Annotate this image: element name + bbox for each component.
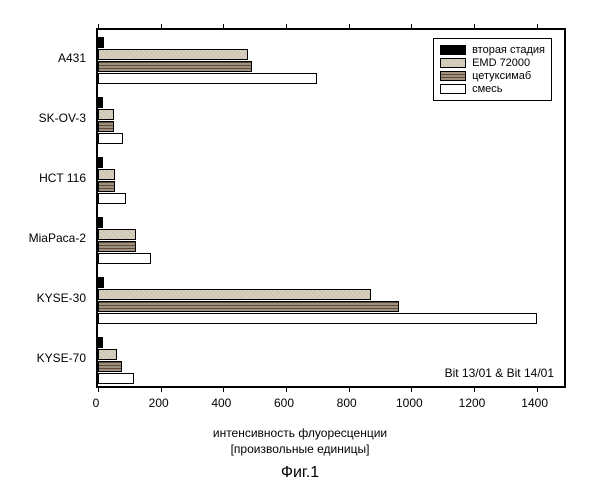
- x-tick-label: 800: [337, 396, 357, 410]
- x-tick: [411, 386, 412, 392]
- x-tick: [474, 386, 475, 392]
- x-tick: [537, 386, 538, 392]
- bar: [98, 109, 114, 120]
- legend: вторая стадияEMD 72000цетуксимабсмесь: [433, 38, 552, 101]
- x-tick: [223, 386, 224, 392]
- legend-swatch: [440, 58, 466, 68]
- x-tick: [223, 24, 224, 30]
- legend-label: смесь: [472, 83, 502, 95]
- annotation-text: Bit 13/01 & Bit 14/01: [445, 366, 554, 380]
- bar: [98, 181, 115, 192]
- x-axis-title-line1: интенсивность флуоресценции: [0, 426, 600, 440]
- x-tick: [537, 24, 538, 30]
- x-tick: [411, 24, 412, 30]
- bar: [98, 73, 317, 84]
- bar: [98, 121, 114, 132]
- legend-row: смесь: [440, 83, 545, 95]
- x-tick-label: 200: [149, 396, 169, 410]
- category-label: A431: [0, 51, 86, 65]
- bar: [98, 61, 252, 72]
- bar: [98, 313, 537, 324]
- legend-swatch: [440, 84, 466, 94]
- bar: [98, 253, 151, 264]
- bar: [98, 97, 103, 108]
- legend-swatch: [440, 45, 466, 55]
- x-axis-title-line2: [произвольные единицы]: [0, 442, 600, 456]
- bar: [98, 49, 248, 60]
- x-tick-label: 400: [211, 396, 231, 410]
- x-tick-label: 0: [93, 396, 100, 410]
- category-label: KYSE-30: [0, 291, 86, 305]
- bar: [98, 373, 134, 384]
- bar: [98, 337, 103, 348]
- bar: [98, 349, 117, 360]
- x-tick: [286, 386, 287, 392]
- bar: [98, 301, 399, 312]
- legend-swatch: [440, 71, 466, 81]
- legend-label: цетуксимаб: [472, 70, 531, 82]
- x-tick: [474, 24, 475, 30]
- category-label: SK-OV-3: [0, 111, 86, 125]
- bar: [98, 277, 104, 288]
- bar: [98, 241, 136, 252]
- bar: [98, 169, 115, 180]
- figure-label: Фиг.1: [0, 464, 600, 482]
- bar: [98, 157, 103, 168]
- category-label: HCT 116: [0, 171, 86, 185]
- category-label: KYSE-70: [0, 351, 86, 365]
- x-tick-label: 600: [274, 396, 294, 410]
- legend-row: цетуксимаб: [440, 70, 545, 82]
- bar: [98, 37, 104, 48]
- x-tick: [161, 24, 162, 30]
- category-label: MiaPaca-2: [0, 231, 86, 245]
- x-tick: [98, 386, 99, 392]
- x-tick: [286, 24, 287, 30]
- bar: [98, 193, 126, 204]
- chart-frame: вторая стадияEMD 72000цетуксимабсмесь Bi…: [96, 28, 566, 388]
- legend-row: вторая стадия: [440, 44, 545, 56]
- x-tick: [349, 386, 350, 392]
- x-tick-label: 1000: [396, 396, 423, 410]
- legend-label: вторая стадия: [472, 44, 545, 56]
- bar: [98, 229, 136, 240]
- bar: [98, 133, 123, 144]
- bar: [98, 289, 371, 300]
- x-tick-label: 1200: [459, 396, 486, 410]
- legend-label: EMD 72000: [472, 57, 530, 69]
- x-tick-label: 1400: [521, 396, 548, 410]
- x-tick: [161, 386, 162, 392]
- x-tick: [98, 24, 99, 30]
- x-tick: [349, 24, 350, 30]
- bar: [98, 217, 103, 228]
- legend-row: EMD 72000: [440, 57, 545, 69]
- bar: [98, 361, 122, 372]
- figure-container: вторая стадияEMD 72000цетуксимабсмесь Bi…: [0, 0, 600, 500]
